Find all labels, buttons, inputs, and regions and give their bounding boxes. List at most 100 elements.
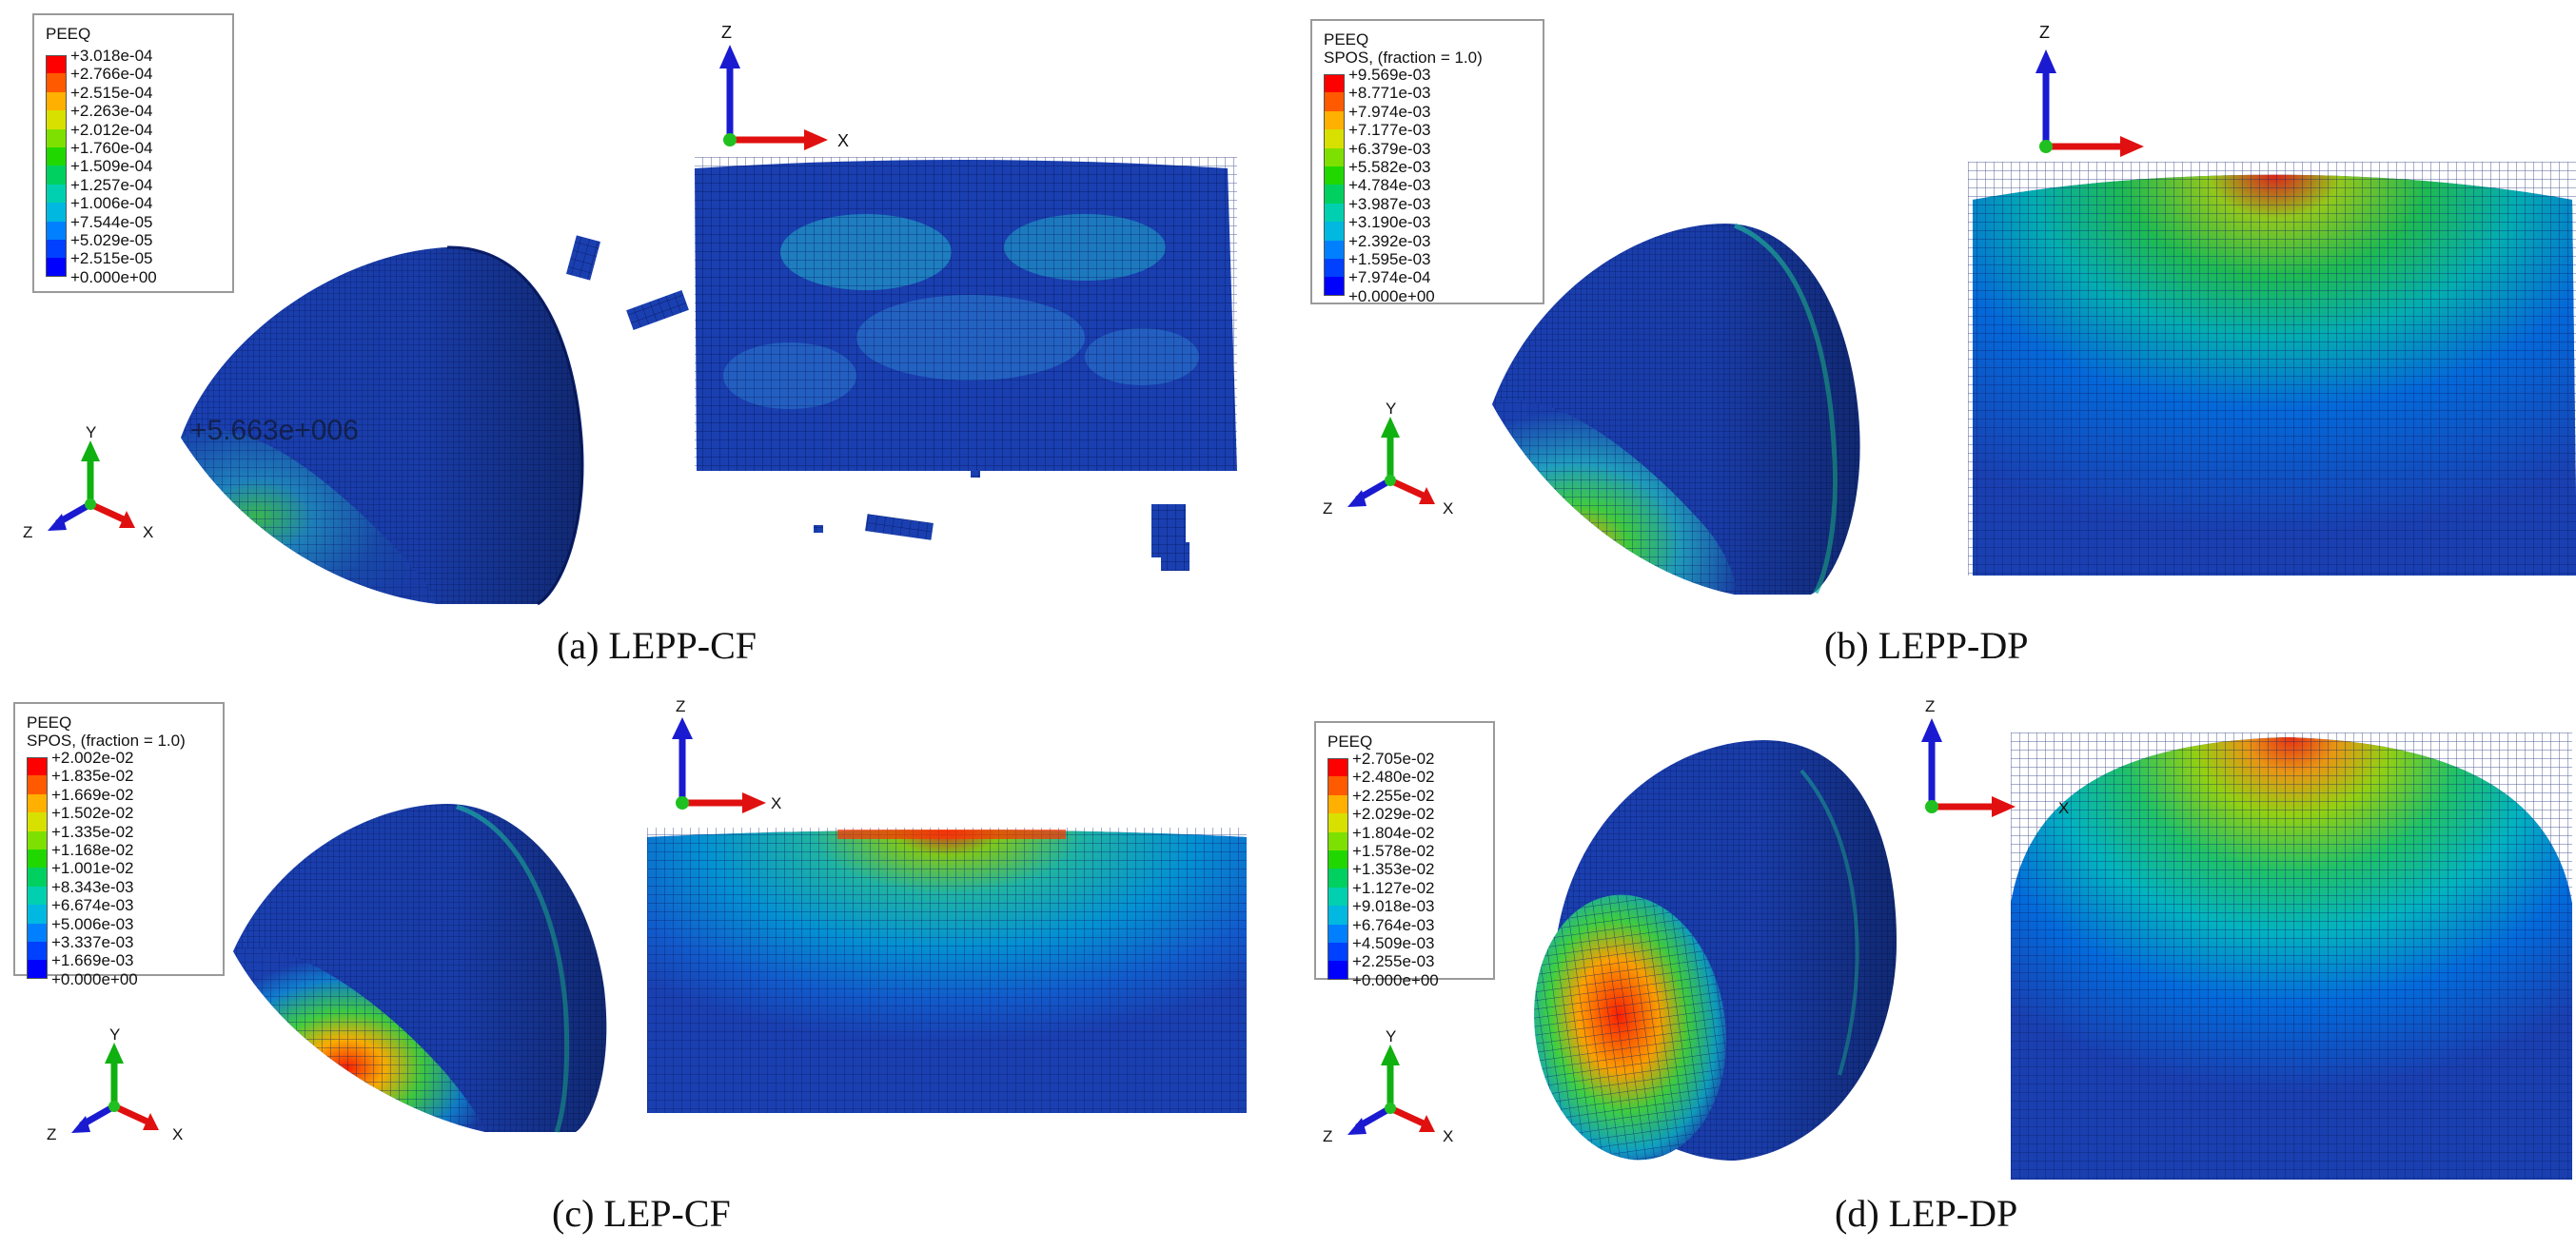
panel-c: PEEQ SPOS, (fraction = 1.0) +2.002e-02 +1… bbox=[0, 685, 1288, 1250]
legend-ticks: +2.002e-02 +1.835e-02 +1.669e-02 +1.502e-02… bbox=[51, 749, 138, 988]
axis-triad-3d-a: Y Z X bbox=[23, 423, 153, 541]
axis-label-x: X bbox=[143, 523, 153, 541]
legend-tick: +2.002e-02 bbox=[51, 749, 134, 767]
axis-label-y: Y bbox=[1386, 1027, 1396, 1045]
legend-tick: +4.509e-03 bbox=[1352, 933, 1435, 952]
axis-label-z: Z bbox=[721, 23, 732, 42]
axis-label-z: Z bbox=[676, 697, 685, 715]
legend-subtitle: SPOS, (fraction = 1.0) bbox=[1324, 49, 1483, 67]
legend-title: PEEQ bbox=[1327, 732, 1373, 751]
axis-triad-2d-b: Z bbox=[2035, 23, 2144, 157]
model-2d-b bbox=[1968, 162, 2576, 576]
legend-title: PEEQ bbox=[1324, 30, 1369, 49]
legend-swatch bbox=[1324, 185, 1345, 204]
legend-swatch bbox=[27, 905, 48, 924]
legend-swatch bbox=[1327, 869, 1348, 888]
legend-swatch bbox=[1324, 74, 1345, 93]
legend-swatch bbox=[1324, 240, 1345, 259]
model-3d-c bbox=[233, 804, 607, 1133]
axis-label-x: X bbox=[837, 131, 849, 150]
model-3d-b bbox=[1492, 223, 1860, 595]
legend-title: PEEQ bbox=[46, 25, 91, 43]
legend-d: PEEQ +2.705e-02 +2.480e-02 +2.255e-02 +2.02… bbox=[1314, 721, 1495, 989]
legend-swatch bbox=[46, 73, 67, 92]
legend-tick: +2.515e-05 bbox=[70, 249, 153, 268]
legend-c: PEEQ SPOS, (fraction = 1.0) +2.002e-02 +1… bbox=[13, 702, 225, 988]
legend-swatches bbox=[1327, 758, 1348, 989]
legend-swatch bbox=[46, 55, 67, 74]
panel-b: PEEQ SPOS, (fraction = 1.0) +9.569e-03 +8… bbox=[1288, 0, 2576, 685]
legend-swatch bbox=[1324, 147, 1345, 166]
legend-swatch bbox=[1327, 758, 1348, 777]
axis-label-x: X bbox=[1443, 1127, 1453, 1145]
legend-tick: +3.987e-03 bbox=[1348, 194, 1431, 213]
legend-tick: +1.502e-02 bbox=[51, 804, 134, 823]
legend-tick: +6.379e-03 bbox=[1348, 139, 1431, 158]
legend-tick: +2.255e-03 bbox=[1352, 952, 1435, 971]
axis-label-y: Y bbox=[86, 423, 96, 441]
legend-swatch bbox=[1327, 961, 1348, 980]
caption-a: (a) LEPP-CF bbox=[557, 624, 757, 667]
axis-label-x: X bbox=[2058, 799, 2069, 817]
axis-label-x: X bbox=[1443, 499, 1453, 518]
legend-tick: +8.343e-03 bbox=[51, 877, 134, 896]
legend-swatch bbox=[27, 941, 48, 961]
model-2d-c bbox=[647, 828, 1247, 1113]
legend-swatch bbox=[1324, 110, 1345, 130]
legend-swatch bbox=[1324, 166, 1345, 186]
legend-swatches bbox=[46, 55, 67, 286]
legend-ticks: +3.018e-04 +2.766e-04 +2.515e-04 +2.263e-04… bbox=[70, 47, 157, 286]
legend-tick: +2.012e-04 bbox=[70, 120, 153, 139]
legend-tick: +1.578e-02 bbox=[1352, 841, 1435, 860]
legend-tick: +2.480e-02 bbox=[1352, 768, 1435, 787]
axis-triad-3d-c: Y Z X bbox=[47, 1025, 183, 1143]
legend-tick: +2.029e-02 bbox=[1352, 805, 1435, 824]
legend-tick: +1.835e-02 bbox=[51, 767, 134, 786]
legend-swatch bbox=[46, 146, 67, 166]
model-3d-a: +5.663e+006 bbox=[181, 245, 584, 606]
legend-swatch bbox=[1327, 887, 1348, 907]
overlay-value: +5.663e+006 bbox=[190, 415, 359, 446]
axis-label-z: Z bbox=[1925, 697, 1935, 715]
legend-tick: +2.255e-02 bbox=[1352, 786, 1435, 805]
model-3d-d bbox=[1534, 740, 1897, 1161]
legend-swatch bbox=[1324, 222, 1345, 241]
legend-swatch bbox=[27, 775, 48, 794]
legend-swatch bbox=[46, 91, 67, 111]
legend-swatch bbox=[27, 812, 48, 831]
legend-tick: +2.515e-04 bbox=[70, 83, 153, 102]
axis-label-y: Y bbox=[1386, 400, 1396, 418]
legend-swatches bbox=[27, 757, 48, 988]
panel-d: PEEQ +2.705e-02 +2.480e-02 +2.255e-02 +2.02… bbox=[1288, 685, 2576, 1250]
legend-swatch bbox=[27, 923, 48, 942]
legend-swatch bbox=[1327, 924, 1348, 943]
legend-tick: +7.177e-03 bbox=[1348, 121, 1431, 140]
axis-triad-3d-d: Y Z X bbox=[1323, 1027, 1453, 1145]
legend-swatch bbox=[1327, 906, 1348, 925]
legend-swatch bbox=[27, 886, 48, 906]
legend-tick: +1.168e-02 bbox=[51, 840, 134, 859]
axis-label-x: X bbox=[172, 1125, 183, 1143]
legend-tick: +1.006e-04 bbox=[70, 194, 153, 213]
axis-label-z: Z bbox=[2039, 23, 2050, 42]
legend-tick: +5.006e-03 bbox=[51, 914, 134, 933]
legend-tick: +1.257e-04 bbox=[70, 175, 153, 194]
legend-tick: +3.018e-04 bbox=[70, 47, 153, 65]
axis-label-z: Z bbox=[1323, 1127, 1332, 1145]
caption-d: (d) LEP-DP bbox=[1835, 1192, 2018, 1235]
legend-swatch bbox=[1327, 850, 1348, 869]
model-2d-a bbox=[695, 157, 1237, 471]
legend-tick: +0.000e+00 bbox=[1348, 286, 1435, 305]
legend-tick: +6.764e-03 bbox=[1352, 915, 1435, 934]
debris-a bbox=[566, 235, 1190, 571]
axis-label-z: Z bbox=[1323, 499, 1332, 518]
legend-swatch bbox=[1324, 277, 1345, 296]
legend-tick: +1.669e-02 bbox=[51, 785, 134, 804]
legend-swatch bbox=[46, 239, 67, 259]
legend-swatch bbox=[27, 830, 48, 850]
legend-tick: +8.771e-03 bbox=[1348, 84, 1431, 103]
legend-swatch bbox=[27, 960, 48, 979]
legend-swatch bbox=[1327, 794, 1348, 814]
legend-tick: +1.127e-02 bbox=[1352, 878, 1435, 897]
legend-swatch bbox=[46, 221, 67, 240]
